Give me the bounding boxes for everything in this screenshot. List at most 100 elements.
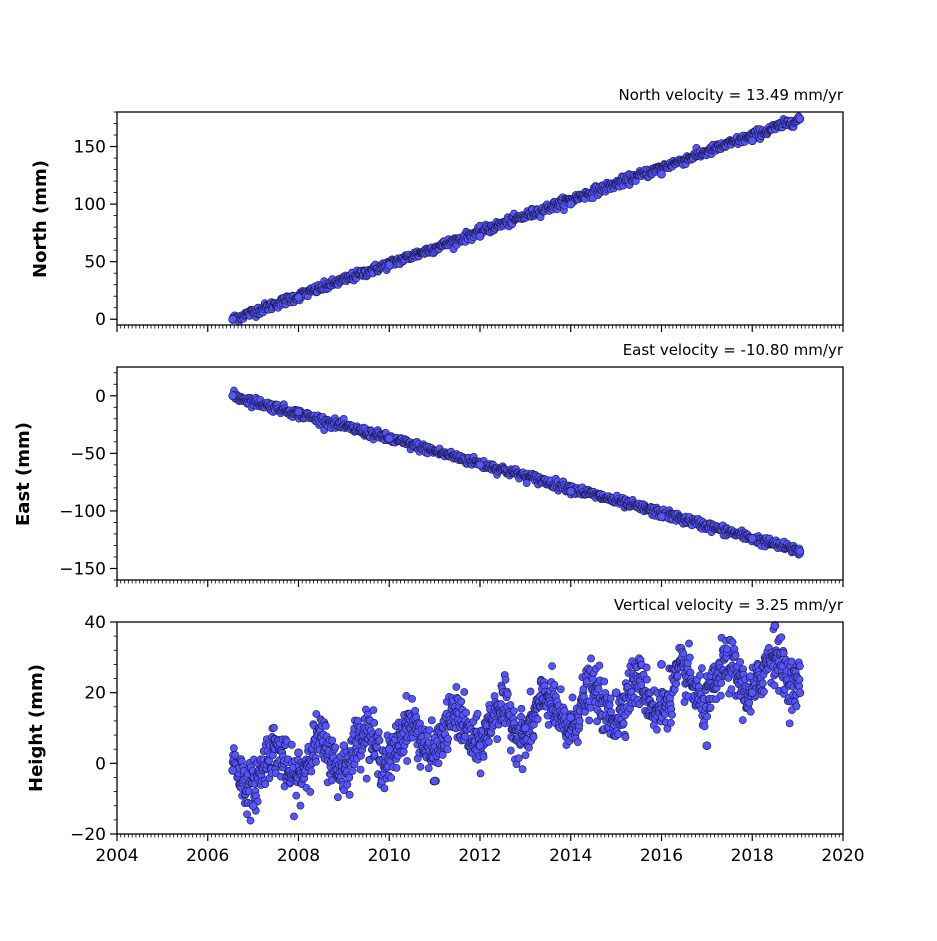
data-point (246, 816, 255, 825)
y-tick-label: 0 (95, 310, 106, 330)
data-point (518, 765, 527, 774)
data-point (473, 709, 482, 718)
data-point (745, 698, 754, 707)
x-tick-label: 2012 (458, 846, 501, 866)
data-point (738, 716, 747, 725)
y-tick-label: 0 (95, 387, 106, 407)
x-tick-label: 2006 (186, 846, 229, 866)
panel-east-frame (116, 366, 844, 581)
data-point (621, 733, 630, 741)
data-point (517, 704, 526, 713)
data-point (600, 677, 609, 686)
data-point (331, 743, 340, 752)
data-point (228, 391, 238, 401)
data-point (611, 688, 621, 698)
data-point (387, 773, 396, 782)
data-point (795, 114, 805, 124)
data-point (290, 812, 298, 821)
y-tick-label: 20 (84, 684, 106, 704)
data-point (370, 718, 379, 727)
data-point (348, 767, 357, 775)
data-point (595, 661, 604, 670)
data-point (717, 679, 726, 688)
data-point (685, 653, 694, 662)
data-point (375, 736, 384, 745)
data-point (479, 752, 488, 761)
data-point (679, 649, 688, 658)
data-point (493, 735, 502, 744)
data-point (747, 136, 757, 146)
data-point (333, 793, 342, 802)
y-tick-label: −100 (59, 502, 106, 522)
data-point (424, 764, 433, 773)
panel-east-points (228, 386, 805, 559)
data-point (294, 407, 303, 417)
data-point (243, 810, 251, 819)
x-tick-label: 2008 (277, 846, 320, 866)
data-point (700, 722, 709, 731)
data-point (657, 169, 666, 179)
panel-north-frame (116, 111, 844, 326)
panel-north-ylabel: North (mm) (30, 160, 51, 278)
data-point (476, 769, 485, 778)
data-point (362, 774, 371, 783)
panel-east-title: East velocity = -10.80 mm/yr (623, 341, 844, 359)
data-point (514, 754, 523, 763)
data-point (425, 726, 434, 734)
data-point (461, 732, 469, 741)
data-point (384, 744, 394, 754)
data-point (736, 658, 745, 666)
data-point (703, 712, 712, 721)
data-point (673, 671, 682, 680)
data-point (443, 745, 452, 754)
data-point (229, 744, 238, 753)
data-point (434, 759, 443, 768)
data-point (672, 679, 681, 688)
data-point (731, 651, 740, 660)
data-point (475, 741, 485, 751)
data-point (777, 633, 786, 642)
data-point (566, 713, 576, 722)
data-point (427, 716, 436, 725)
data-point (614, 730, 623, 739)
data-point (457, 697, 466, 706)
data-point (747, 688, 757, 698)
x-tick-label: 2016 (640, 846, 683, 866)
data-point (575, 716, 584, 725)
data-point (746, 707, 755, 716)
data-point (228, 766, 238, 775)
data-point (573, 738, 582, 747)
panel-height: Vertical velocity = 3.25 mm/yr Height (m… (26, 596, 865, 866)
panel-east: East velocity = -10.80 mm/yr East (mm) −… (13, 341, 844, 587)
data-point (566, 487, 576, 496)
data-point (795, 688, 805, 698)
y-tick-label: 0 (95, 754, 106, 774)
data-point (248, 801, 258, 811)
x-tick-label: 2018 (731, 846, 774, 866)
data-point (392, 763, 401, 772)
data-point (568, 693, 577, 702)
data-point (306, 787, 315, 796)
data-point (430, 776, 439, 786)
panel-height-title: Vertical velocity = 3.25 mm/yr (614, 596, 844, 614)
data-point (529, 733, 538, 741)
data-point (566, 199, 576, 209)
data-point (642, 663, 651, 672)
data-point (697, 664, 706, 673)
data-point (270, 723, 278, 732)
data-point (312, 758, 320, 766)
data-point (758, 679, 767, 688)
data-point (292, 791, 301, 800)
data-point (666, 718, 675, 727)
panel-height-ylabel: Height (mm) (26, 664, 47, 792)
data-point (550, 680, 559, 689)
data-point (452, 683, 461, 691)
data-point (506, 746, 515, 755)
data-point (585, 716, 594, 725)
y-tick-label: −50 (70, 444, 106, 464)
data-point (643, 675, 651, 684)
panel-north-title: North velocity = 13.49 mm/yr (619, 86, 844, 104)
data-point (339, 741, 349, 751)
